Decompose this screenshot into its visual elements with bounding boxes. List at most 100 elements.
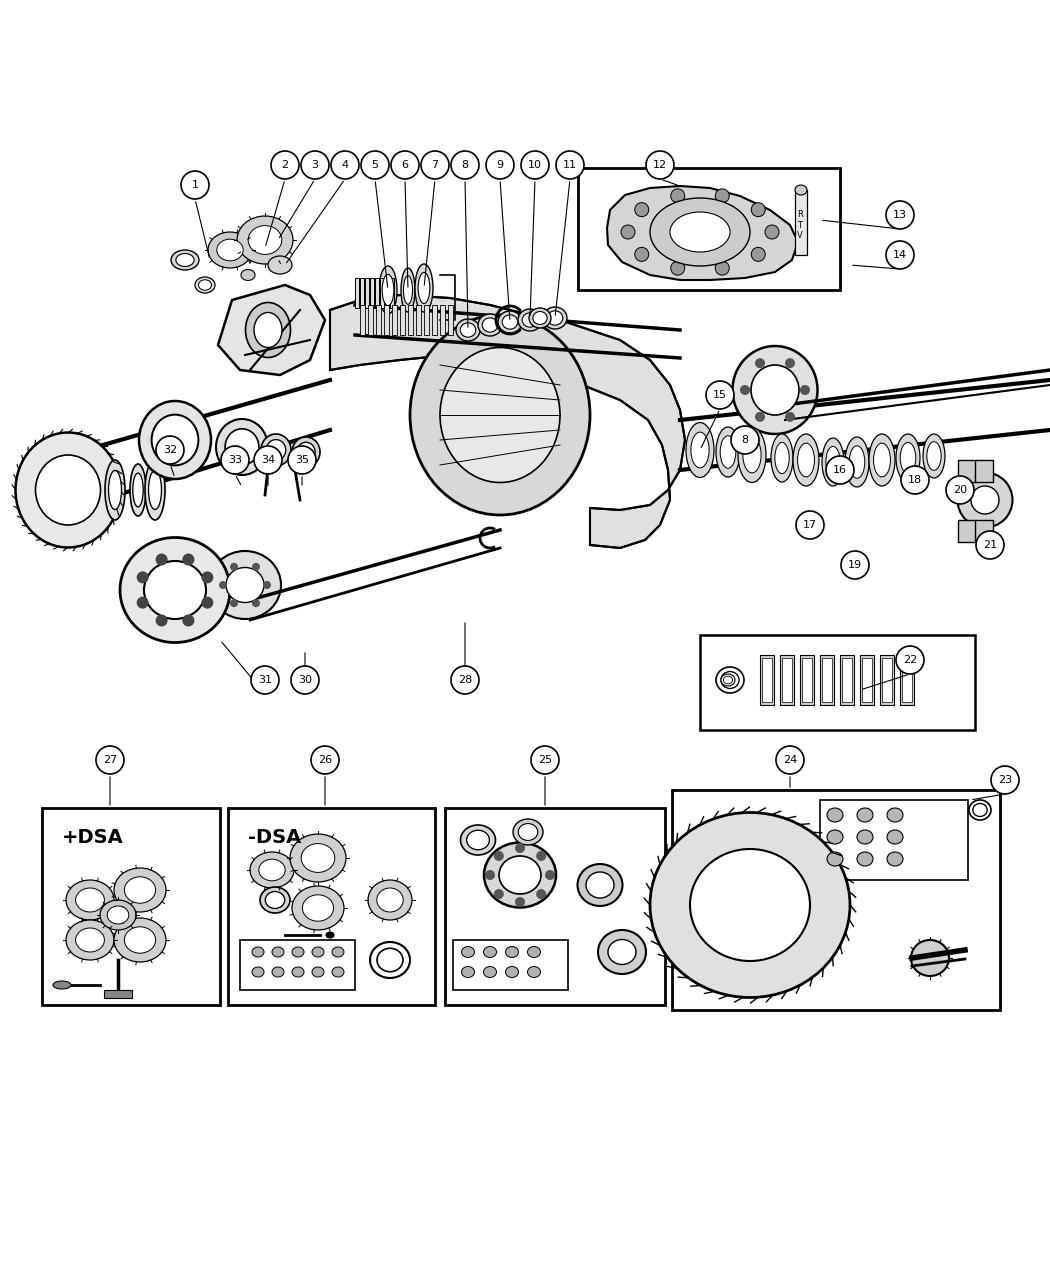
Bar: [440, 305, 445, 335]
Circle shape: [361, 150, 388, 178]
Bar: [840, 655, 854, 705]
Text: 27: 27: [103, 755, 118, 765]
Circle shape: [156, 436, 184, 464]
Ellipse shape: [250, 852, 294, 887]
Ellipse shape: [462, 946, 475, 958]
Ellipse shape: [440, 348, 560, 482]
Polygon shape: [218, 286, 326, 375]
Ellipse shape: [292, 966, 304, 977]
Circle shape: [331, 150, 359, 178]
Ellipse shape: [969, 799, 991, 820]
Ellipse shape: [670, 212, 730, 252]
Ellipse shape: [242, 269, 255, 280]
Polygon shape: [607, 186, 798, 280]
Bar: [365, 278, 369, 309]
Circle shape: [155, 553, 168, 566]
Ellipse shape: [971, 486, 999, 514]
Ellipse shape: [237, 215, 293, 264]
Circle shape: [755, 412, 765, 422]
Text: 9: 9: [497, 159, 504, 170]
Ellipse shape: [332, 947, 344, 958]
Circle shape: [485, 870, 495, 880]
Ellipse shape: [460, 323, 476, 337]
Ellipse shape: [743, 437, 761, 473]
Ellipse shape: [532, 311, 547, 325]
Ellipse shape: [124, 927, 155, 954]
Ellipse shape: [292, 886, 344, 929]
Ellipse shape: [76, 887, 104, 912]
Bar: [360, 278, 364, 309]
Text: 1: 1: [191, 180, 198, 190]
Circle shape: [841, 551, 869, 579]
Bar: [672, 790, 1000, 1010]
Ellipse shape: [312, 947, 324, 958]
Bar: [416, 305, 421, 335]
Ellipse shape: [857, 808, 873, 822]
Circle shape: [740, 385, 750, 395]
Ellipse shape: [130, 464, 146, 516]
Ellipse shape: [845, 437, 869, 487]
Ellipse shape: [114, 918, 166, 963]
Ellipse shape: [482, 317, 498, 333]
Ellipse shape: [958, 473, 1012, 528]
Ellipse shape: [302, 895, 334, 922]
Circle shape: [991, 766, 1018, 794]
Bar: [385, 278, 388, 309]
Circle shape: [202, 571, 213, 584]
Ellipse shape: [107, 907, 129, 924]
Ellipse shape: [401, 268, 415, 312]
Ellipse shape: [195, 277, 215, 293]
Ellipse shape: [529, 309, 551, 328]
Text: 5: 5: [372, 159, 378, 170]
Ellipse shape: [798, 444, 815, 477]
Bar: [228, 808, 435, 1005]
Bar: [958, 520, 976, 542]
Bar: [390, 278, 394, 309]
Text: 8: 8: [741, 435, 749, 445]
Ellipse shape: [716, 667, 744, 694]
Ellipse shape: [76, 928, 104, 952]
Bar: [780, 655, 794, 705]
Ellipse shape: [499, 856, 541, 894]
Ellipse shape: [246, 302, 291, 357]
Ellipse shape: [198, 279, 211, 291]
Bar: [860, 655, 874, 705]
Circle shape: [181, 171, 209, 199]
Ellipse shape: [418, 273, 429, 303]
Ellipse shape: [66, 880, 114, 921]
Ellipse shape: [690, 849, 810, 961]
Circle shape: [671, 189, 685, 203]
Text: 20: 20: [953, 484, 967, 495]
Bar: [902, 658, 912, 703]
Text: 31: 31: [258, 674, 272, 685]
Ellipse shape: [252, 947, 264, 958]
Bar: [400, 305, 405, 335]
Ellipse shape: [827, 852, 843, 866]
Ellipse shape: [248, 226, 281, 255]
Bar: [802, 658, 812, 703]
Ellipse shape: [36, 455, 101, 525]
Ellipse shape: [252, 966, 264, 977]
Ellipse shape: [105, 460, 125, 520]
Circle shape: [715, 189, 730, 203]
Bar: [760, 655, 774, 705]
Circle shape: [311, 746, 339, 774]
Text: 32: 32: [163, 445, 177, 455]
Ellipse shape: [144, 561, 206, 618]
Circle shape: [136, 597, 149, 608]
Bar: [368, 305, 373, 335]
Circle shape: [291, 666, 319, 694]
Ellipse shape: [208, 232, 252, 268]
Ellipse shape: [900, 442, 916, 473]
Ellipse shape: [332, 966, 344, 977]
Ellipse shape: [598, 929, 646, 974]
Ellipse shape: [139, 402, 211, 479]
Ellipse shape: [751, 365, 799, 414]
Ellipse shape: [543, 307, 567, 329]
Text: 12: 12: [653, 159, 667, 170]
Text: 4: 4: [341, 159, 349, 170]
Text: 34: 34: [261, 455, 275, 465]
Text: 16: 16: [833, 465, 847, 476]
Bar: [370, 278, 374, 309]
Ellipse shape: [733, 346, 818, 434]
